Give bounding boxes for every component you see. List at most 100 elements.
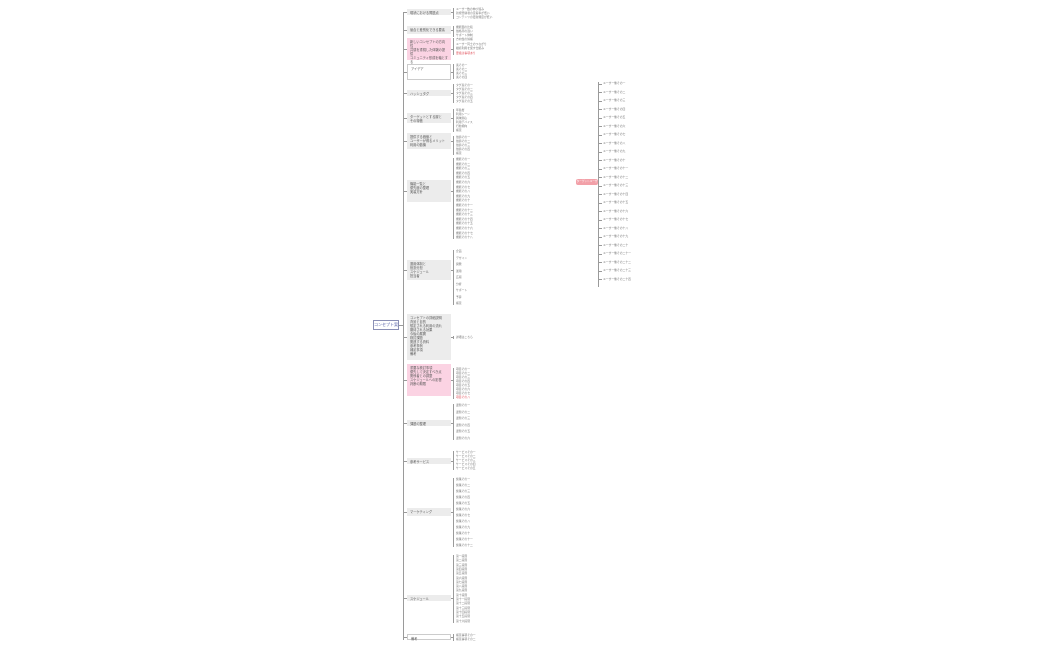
child-item[interactable]: サービスその二 (456, 454, 476, 458)
child-item[interactable]: 第七段階 (456, 579, 468, 584)
child-item[interactable]: 施策その七 (456, 513, 470, 517)
child-item[interactable]: タグ案その二 (456, 87, 473, 91)
child-item[interactable]: 新規登録者の定着率が低い (456, 11, 490, 15)
child-item[interactable]: 項目その一 (456, 367, 470, 371)
right-child-item[interactable]: ユーザー像その二十四 (603, 276, 631, 281)
right-child-item[interactable]: ユーザー像その二 (603, 89, 626, 94)
child-item[interactable]: 機能その五 (456, 175, 470, 180)
child-item[interactable]: 案その三 (456, 71, 468, 75)
child-item[interactable]: 課題その二 (456, 409, 470, 414)
child-item[interactable]: 施策その四 (456, 495, 470, 499)
right-child-item[interactable]: ユーザー像その六 (603, 123, 626, 128)
child-item[interactable]: 詳細はこちら (456, 335, 473, 339)
child-item[interactable]: 企画 (456, 249, 462, 253)
branch-node[interactable]: 現状における問題点 (407, 9, 451, 15)
child-item[interactable]: 第六段階 (456, 575, 468, 580)
right-child-item[interactable]: ユーザー像その十二 (603, 174, 629, 179)
right-topic-node[interactable]: ターゲットユーザー (576, 179, 598, 189)
child-item[interactable]: 課題その四 (456, 422, 470, 427)
child-item[interactable]: 機能その十八 (456, 235, 473, 240)
child-item[interactable]: 施策その五 (456, 501, 470, 505)
branch-node[interactable]: コンセプトの詳細説明 背景と目的 想定される利用の流れ 期待される効果 今後の展… (407, 314, 451, 360)
child-item[interactable]: 第十三段階 (456, 605, 470, 610)
branch-node[interactable]: スケジュール (407, 595, 451, 601)
child-item[interactable]: 開発 (456, 262, 462, 266)
right-child-item[interactable]: ユーザー像その十一 (603, 166, 629, 170)
branch-node[interactable]: 重要な検討事項 優先して決定すべき点 関係者との調整 スケジュールへの影響 判断… (407, 364, 451, 396)
child-item[interactable]: 補足 (456, 151, 462, 155)
child-item[interactable]: 第十五段階 (456, 614, 470, 619)
branch-node[interactable]: 課題の整理 (407, 420, 451, 426)
right-child-item[interactable]: ユーザー像その二十二 (603, 259, 631, 264)
child-item[interactable]: 利用シーン (456, 112, 470, 116)
right-child-item[interactable]: ユーザー像その十八 (603, 225, 629, 230)
child-item[interactable]: 継続利用を促す仕組み (456, 46, 484, 50)
child-item[interactable]: 機能その十二 (456, 207, 473, 212)
child-item[interactable]: 機能面の比較 (456, 25, 473, 29)
child-item[interactable]: 機能その十七 (456, 230, 473, 235)
child-item[interactable]: 機能その七 (456, 184, 470, 189)
child-item[interactable]: 機能その三 (456, 166, 470, 171)
child-item[interactable]: 第十四段階 (456, 609, 470, 614)
branch-node[interactable]: 提供する価値と ユーザーが得るメリット 利用の動機 (407, 133, 451, 149)
right-child-item[interactable]: ユーザー像その四 (603, 106, 626, 111)
child-item[interactable]: サポート (456, 288, 468, 292)
child-item[interactable]: 課題その一 (456, 403, 470, 407)
child-item[interactable]: 方向性の候補 (456, 37, 473, 41)
root-node[interactable]: コンセプト案 (373, 320, 399, 330)
right-child-item[interactable]: ユーザー像その九 (603, 149, 626, 153)
child-item[interactable]: 機能その十四 (456, 216, 473, 221)
child-item[interactable]: サービスその五 (456, 466, 476, 470)
child-item[interactable]: 項目その二 (456, 371, 470, 375)
child-item[interactable]: タグ案その三 (456, 91, 473, 95)
child-item[interactable]: サービスその三 (456, 458, 476, 462)
child-item[interactable]: 価値その二 (456, 139, 470, 143)
child-item[interactable]: 第十二段階 (456, 601, 470, 606)
child-item[interactable]: 年齢層 (456, 108, 465, 112)
child-item[interactable]: 第二段階 (456, 558, 468, 563)
child-item[interactable]: 施策その十 (456, 531, 470, 535)
branch-node[interactable]: 競合と差別化できる要素 (407, 26, 451, 34)
right-child-item[interactable]: ユーザー像その一 (603, 81, 626, 85)
child-item[interactable]: 項目その五 (456, 383, 470, 387)
child-item[interactable]: 項目その七 (456, 391, 470, 395)
child-item[interactable]: 課題その六 (456, 435, 470, 440)
branch-node[interactable]: ターゲットとする層と その特徴 (407, 113, 451, 123)
child-item[interactable]: デザイン (456, 255, 468, 260)
child-item[interactable]: 案その四 (456, 75, 468, 79)
child-item[interactable]: 価値その三 (456, 143, 470, 147)
right-child-item[interactable]: ユーザー像その二十一 (603, 251, 631, 255)
right-child-item[interactable]: ユーザー像その十四 (603, 191, 629, 196)
child-item[interactable]: 第四段階 (456, 566, 468, 571)
child-item[interactable]: 補足事項その二 (456, 637, 476, 641)
child-item[interactable]: 行動傾向 (456, 124, 468, 128)
child-item[interactable]: 第十六段階 (456, 618, 470, 623)
child-item[interactable]: 補足 (456, 128, 462, 132)
child-item[interactable]: 補足 (456, 301, 462, 305)
child-item[interactable]: サービスその四 (456, 462, 476, 466)
right-child-item[interactable]: ユーザー像その二十 (603, 242, 629, 247)
child-item[interactable]: ユーザー同士のつながり (456, 41, 487, 46)
child-item[interactable]: 課題その三 (456, 416, 470, 420)
child-item[interactable]: 分析 (456, 281, 462, 286)
right-child-item[interactable]: ユーザー像その五 (603, 115, 626, 119)
child-item[interactable]: 機能その二 (456, 161, 470, 166)
right-child-item[interactable]: ユーザー像その十五 (603, 200, 629, 204)
child-item[interactable]: 補足事項その一 (456, 633, 476, 637)
child-item[interactable]: 第三段階 (456, 562, 468, 567)
child-item[interactable]: 項目その三 (456, 375, 470, 379)
child-item[interactable]: タグ案その四 (456, 95, 473, 99)
branch-node[interactable]: 新しいコンセプトの方向性 共感を重視した体験の提供 コミュニティ形成を軸とする (407, 38, 451, 64)
child-item[interactable]: サービスその一 (456, 450, 476, 454)
branch-node[interactable]: 機能一覧と 優先度の整理 実装方針 (407, 180, 451, 202)
right-child-item[interactable]: ユーザー像その十九 (603, 234, 629, 238)
right-child-item[interactable]: ユーザー像その十三 (603, 183, 629, 187)
child-item[interactable]: 案その二 (456, 67, 468, 71)
child-item[interactable]: 広報 (456, 275, 462, 279)
child-item[interactable]: 施策その十二 (456, 543, 473, 547)
branch-node[interactable]: 備考 (407, 634, 451, 641)
child-item[interactable]: 機能その十一 (456, 203, 473, 207)
child-item[interactable]: 機能その十五 (456, 221, 473, 226)
child-item[interactable]: 第五段階 (456, 571, 468, 576)
child-item[interactable]: 施策その六 (456, 507, 470, 511)
